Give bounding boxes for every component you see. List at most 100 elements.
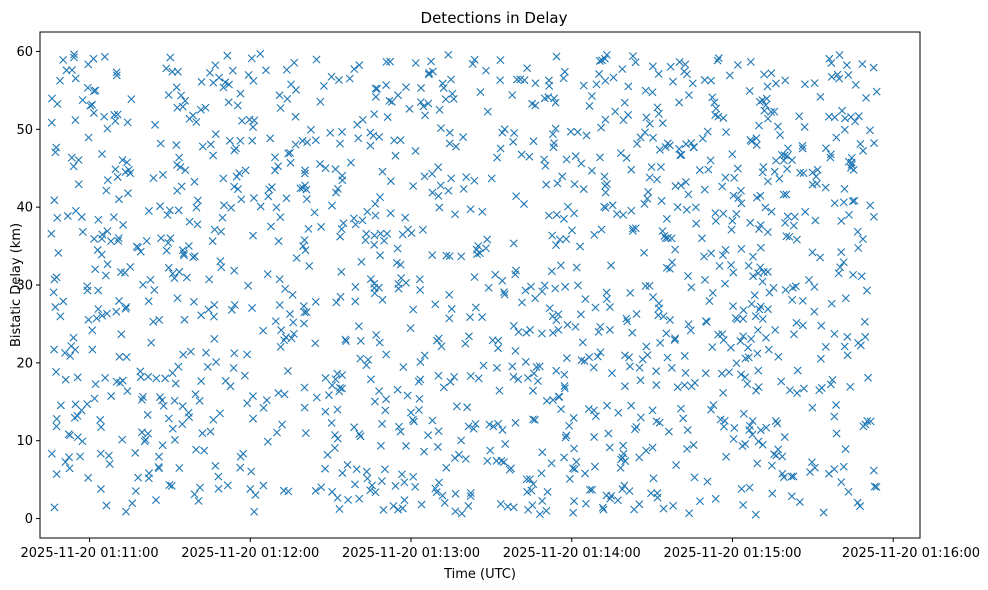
data-point bbox=[175, 464, 184, 473]
data-point bbox=[747, 300, 756, 308]
data-point bbox=[282, 194, 291, 203]
data-point bbox=[162, 246, 171, 255]
data-point bbox=[330, 444, 339, 452]
data-point bbox=[562, 354, 571, 363]
data-point bbox=[262, 396, 271, 405]
data-point bbox=[454, 450, 463, 459]
data-point bbox=[182, 273, 191, 282]
data-point bbox=[595, 153, 604, 162]
data-point bbox=[112, 68, 121, 77]
data-point bbox=[381, 406, 390, 415]
data-point bbox=[109, 213, 118, 222]
data-point bbox=[691, 203, 700, 212]
data-point bbox=[78, 437, 87, 446]
data-point bbox=[627, 401, 636, 410]
data-point bbox=[355, 61, 364, 70]
data-point bbox=[617, 455, 626, 464]
data-point bbox=[181, 166, 190, 175]
data-point bbox=[168, 369, 177, 378]
data-point bbox=[700, 275, 709, 284]
data-point bbox=[111, 165, 120, 174]
data-point bbox=[192, 118, 201, 126]
data-point bbox=[811, 216, 820, 225]
data-point bbox=[49, 288, 58, 297]
data-point bbox=[194, 496, 203, 505]
data-point bbox=[471, 303, 480, 312]
data-point bbox=[215, 409, 224, 418]
data-point bbox=[728, 216, 737, 225]
data-point bbox=[673, 203, 682, 212]
data-point bbox=[643, 351, 652, 360]
data-point bbox=[759, 268, 768, 277]
data-point bbox=[310, 208, 319, 217]
data-point bbox=[466, 372, 475, 380]
data-point bbox=[54, 248, 63, 257]
data-point bbox=[175, 267, 184, 276]
data-point bbox=[628, 328, 637, 337]
data-point bbox=[428, 169, 437, 178]
data-point bbox=[147, 338, 156, 347]
data-point bbox=[853, 498, 862, 507]
data-point bbox=[266, 134, 275, 143]
data-point bbox=[841, 294, 850, 303]
data-point bbox=[561, 433, 570, 442]
data-point bbox=[843, 351, 852, 360]
data-point bbox=[826, 153, 835, 162]
data-point bbox=[548, 130, 557, 139]
data-point bbox=[377, 477, 386, 486]
data-point bbox=[519, 200, 528, 209]
data-point bbox=[600, 172, 609, 181]
data-point bbox=[283, 94, 292, 103]
data-point bbox=[722, 452, 731, 461]
data-point bbox=[105, 459, 114, 468]
data-point bbox=[841, 445, 850, 454]
data-point bbox=[721, 279, 729, 288]
data-point bbox=[671, 245, 680, 254]
data-point bbox=[522, 328, 531, 337]
data-point bbox=[548, 328, 557, 337]
data-point bbox=[714, 112, 723, 121]
data-point bbox=[590, 462, 599, 471]
data-point bbox=[382, 350, 391, 359]
data-point bbox=[585, 101, 594, 110]
data-point bbox=[825, 112, 833, 121]
data-point bbox=[554, 310, 563, 319]
data-point bbox=[164, 263, 173, 272]
data-point bbox=[98, 311, 107, 320]
data-point bbox=[591, 303, 600, 312]
data-point bbox=[100, 52, 109, 61]
data-point bbox=[271, 166, 280, 175]
data-point bbox=[138, 280, 147, 289]
data-point bbox=[620, 98, 629, 107]
data-point bbox=[710, 98, 719, 107]
data-point bbox=[496, 56, 505, 65]
data-point bbox=[300, 403, 309, 412]
data-point bbox=[73, 411, 82, 420]
data-point bbox=[657, 196, 666, 205]
data-point bbox=[677, 150, 686, 159]
data-point bbox=[115, 195, 123, 204]
data-point bbox=[156, 202, 165, 211]
data-point bbox=[804, 276, 813, 285]
data-point bbox=[165, 206, 174, 215]
x-tick-label: 2025-11-20 01:13:00 bbox=[342, 546, 480, 561]
data-point bbox=[394, 91, 403, 100]
data-point bbox=[118, 376, 127, 385]
data-point bbox=[209, 151, 218, 160]
data-point bbox=[67, 153, 76, 162]
data-point bbox=[718, 251, 727, 260]
data-point bbox=[596, 348, 605, 357]
data-point bbox=[523, 64, 532, 73]
data-point bbox=[662, 329, 671, 338]
data-point bbox=[621, 457, 630, 466]
data-point bbox=[535, 510, 544, 519]
data-point bbox=[763, 82, 772, 91]
data-point bbox=[508, 91, 517, 100]
data-point bbox=[350, 480, 359, 489]
data-point bbox=[531, 79, 540, 88]
data-point bbox=[383, 113, 392, 122]
data-point bbox=[652, 175, 661, 184]
data-point bbox=[444, 50, 453, 59]
data-point bbox=[708, 343, 717, 352]
data-point bbox=[869, 466, 878, 475]
